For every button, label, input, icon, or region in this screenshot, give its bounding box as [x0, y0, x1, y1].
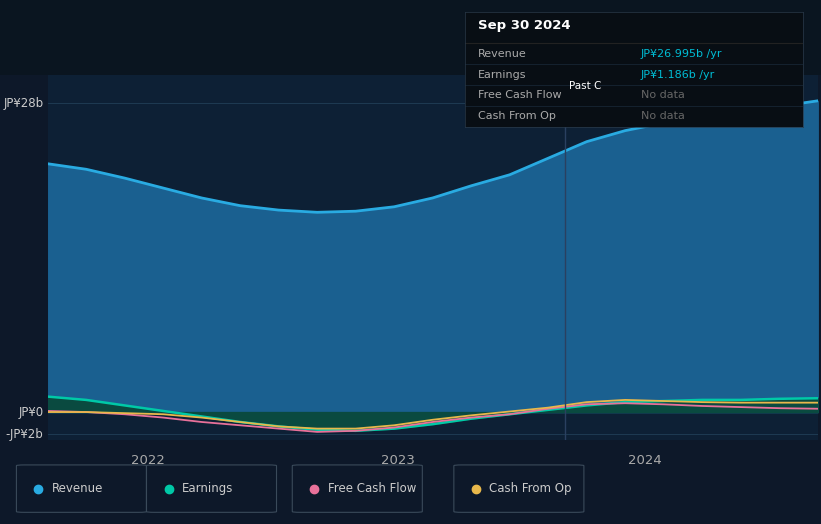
Text: Earnings: Earnings: [182, 482, 233, 495]
Text: Free Cash Flow: Free Cash Flow: [478, 90, 562, 101]
Text: Cash From Op: Cash From Op: [478, 111, 556, 121]
Text: Revenue: Revenue: [52, 482, 103, 495]
Text: Earnings: Earnings: [478, 70, 527, 80]
Text: 2023: 2023: [381, 454, 415, 467]
Text: JP¥26.995b /yr: JP¥26.995b /yr: [640, 49, 722, 59]
Text: Past C: Past C: [569, 81, 601, 91]
Text: JP¥1.186b /yr: JP¥1.186b /yr: [640, 70, 715, 80]
Text: Free Cash Flow: Free Cash Flow: [328, 482, 416, 495]
Text: Revenue: Revenue: [478, 49, 527, 59]
Text: No data: No data: [640, 111, 685, 121]
Text: Cash From Op: Cash From Op: [489, 482, 571, 495]
Text: 2022: 2022: [131, 454, 165, 467]
Text: -JP¥2b: -JP¥2b: [6, 428, 44, 441]
Text: JP¥0: JP¥0: [18, 406, 44, 419]
Text: 2024: 2024: [627, 454, 662, 467]
Text: No data: No data: [640, 90, 685, 101]
Text: JP¥28b: JP¥28b: [3, 96, 44, 110]
Text: Sep 30 2024: Sep 30 2024: [478, 19, 571, 32]
